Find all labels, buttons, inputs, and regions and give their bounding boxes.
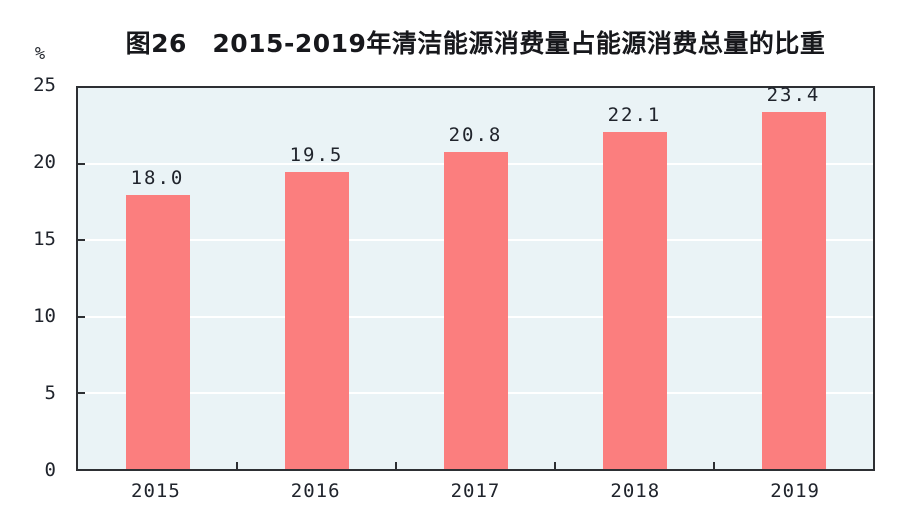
bar — [125, 194, 190, 469]
bar — [761, 112, 826, 469]
bar — [284, 171, 349, 469]
bar-value-label: 18.0 — [130, 166, 185, 189]
x-axis-tick — [554, 462, 556, 469]
chart-title: 图26 2015-2019年清洁能源消费量占能源消费总量的比重 — [125, 29, 826, 58]
plot-area: 18.0 19.5 20.8 22.1 23.4 — [76, 84, 875, 471]
x-tick-label: 2015 — [131, 480, 181, 502]
y-tick-label: 15 — [33, 228, 56, 250]
bar-value-label: 19.5 — [289, 143, 344, 166]
x-tick-label: 2019 — [770, 480, 820, 502]
bar — [443, 152, 508, 469]
y-axis-tick — [78, 315, 85, 318]
y-tick-label: 0 — [44, 459, 56, 481]
x-axis-tick — [236, 462, 238, 469]
bar — [602, 132, 667, 469]
y-tick-label: 5 — [44, 382, 56, 404]
x-tick-label: 2018 — [610, 480, 661, 502]
y-axis-unit-label: % — [34, 44, 46, 64]
x-axis-tick — [713, 462, 715, 469]
y-axis-tick — [78, 391, 85, 394]
x-tick-label: 2017 — [450, 480, 501, 502]
x-tick-label: 2016 — [290, 480, 341, 502]
y-axis-tick — [78, 163, 85, 166]
bar-value-label: 23.4 — [766, 84, 821, 107]
y-tick-label: 25 — [33, 74, 56, 96]
bar-value-label: 20.8 — [448, 124, 503, 147]
y-tick-label: 10 — [33, 305, 56, 327]
y-axis-tick — [78, 239, 85, 242]
x-axis-tick — [395, 462, 397, 469]
y-tick-label: 20 — [33, 151, 56, 173]
bar-value-label: 22.1 — [607, 104, 662, 127]
